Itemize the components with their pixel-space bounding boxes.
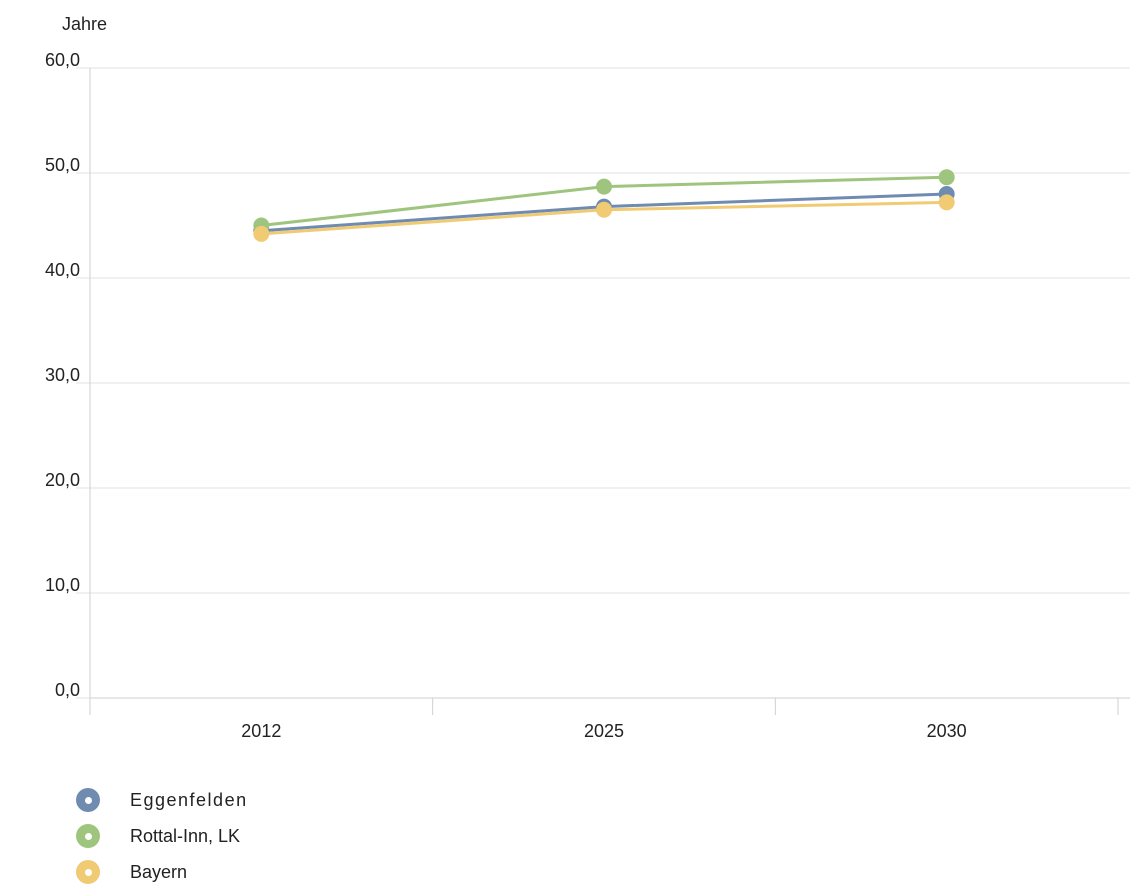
legend-label: Bayern: [130, 861, 188, 882]
data-point: [938, 194, 955, 211]
data-point: [253, 225, 270, 242]
legend-label: Eggenfelden: [130, 789, 248, 810]
legend: Eggenfelden Rottal-Inn, LK Bayern: [76, 782, 248, 890]
legend-marker-icon: [76, 860, 100, 884]
data-point: [938, 169, 955, 186]
legend-marker-icon: [76, 788, 100, 812]
y-tick-label: 10,0: [45, 575, 80, 595]
legend-marker-icon: [76, 824, 100, 848]
y-tick-label: 0,0: [55, 680, 80, 700]
legend-label: Rottal-Inn, LK: [130, 825, 241, 846]
axes: 0,0 10,0 20,0 30,0 40,0 50,0 60,0 2012 2025 2030: [45, 50, 1130, 741]
data-point: [596, 201, 612, 218]
legend-item-rottal-inn[interactable]: Rottal-Inn, LK: [76, 818, 248, 854]
line-chart: Jahre 0,0 10,0 20,0 30,0 40,0 50,0 60,0 2012 202…: [45, 14, 1130, 741]
y-tick-label: 60,0: [45, 50, 80, 70]
x-tick-label: 2025: [584, 721, 624, 741]
series-markers: [253, 169, 955, 242]
data-point: [596, 178, 612, 195]
grid-lines: [76, 67, 1130, 699]
y-tick-label: 30,0: [45, 365, 80, 385]
x-tick-label: 2030: [927, 721, 967, 741]
y-tick-label: 20,0: [45, 470, 80, 490]
legend-item-eggenfelden[interactable]: Eggenfelden: [76, 782, 248, 818]
legend-item-bayern[interactable]: Bayern: [76, 854, 248, 890]
y-axis-unit-label: Jahre: [62, 14, 107, 34]
y-tick-label: 40,0: [45, 260, 80, 280]
y-tick-label: 50,0: [45, 155, 80, 175]
x-tick-label: 2012: [241, 721, 281, 741]
